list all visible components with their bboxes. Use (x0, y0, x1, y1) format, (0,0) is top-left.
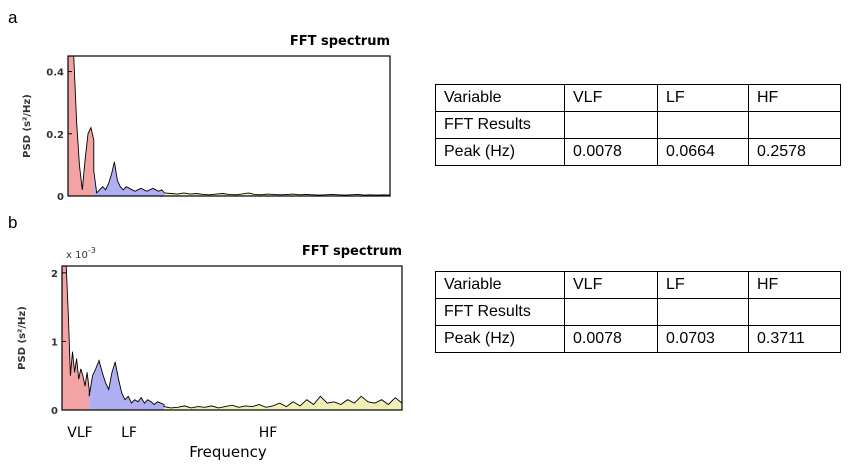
header-cell: VLF (564, 84, 658, 112)
table-cell (657, 111, 749, 139)
table-cell: 0.0078 (564, 138, 658, 166)
chart-a-ylabel: PSD (s²/Hz) (22, 94, 33, 158)
chart-b-y-multiplier: x 10-3 (66, 246, 96, 261)
table-row: FFT Results (435, 298, 841, 326)
band-area-vlf (68, 56, 94, 196)
table-cell (657, 298, 749, 326)
table-cell (748, 111, 841, 139)
panel-a-letter: a (8, 8, 18, 27)
y-tick-label: 0.2 (46, 130, 64, 141)
spectrum-line (68, 55, 391, 196)
table-cell (564, 111, 658, 139)
table-cell: 0.0664 (657, 138, 749, 166)
header-cell: HF (748, 271, 841, 299)
chart-a-yticks: 0 0.2 0.4 (46, 68, 72, 203)
chart-b: FFT spectrum x 10-3 PSD (s²/Hz) 012 VLF … (17, 244, 403, 461)
chart-a-title: FFT spectrum (290, 34, 390, 49)
y-tick-label: 2 (51, 269, 58, 280)
chart-b-y-exponent: -3 (88, 246, 96, 255)
table-cell: FFT Results (435, 111, 565, 139)
chart-b-title: FFT spectrum (302, 244, 402, 259)
table-cell: Peak (Hz) (435, 325, 565, 353)
table-cell: 0.0703 (657, 325, 749, 353)
band-area-lf (89, 360, 164, 410)
header-cell: LF (657, 84, 749, 112)
results-table-b: Variable VLF LF HF FFT Results Peak (Hz)… (435, 271, 841, 353)
table-row: Peak (Hz) 0.0078 0.0703 0.3711 (435, 325, 841, 353)
table-cell: Peak (Hz) (435, 138, 565, 166)
y-tick-label: 0 (57, 192, 64, 203)
chart-b-ylabel: PSD (s²/Hz) (17, 306, 28, 370)
chart-b-band-label-lf: LF (121, 425, 137, 441)
header-cell: Variable (435, 271, 565, 299)
band-area-vlf (62, 266, 90, 410)
chart-b-plot-area (62, 265, 403, 410)
header-cell: Variable (435, 84, 565, 112)
table-header-row: Variable VLF LF HF (435, 271, 841, 299)
table-cell: 0.2578 (748, 138, 841, 166)
results-table-a: Variable VLF LF HF FFT Results Peak (Hz)… (435, 84, 841, 166)
chart-b-band-label-hf: HF (259, 425, 278, 441)
chart-b-yticks: 0 1 2 (51, 269, 66, 417)
band-area-lf (93, 161, 165, 196)
y-tick-label: 0.4 (46, 68, 64, 79)
table-cell: 0.3711 (748, 325, 841, 353)
header-cell: LF (657, 271, 749, 299)
header-cell: HF (748, 84, 841, 112)
band-area-hf (164, 396, 402, 410)
y-tick-label: 1 (51, 337, 58, 348)
table-cell: 0.0078 (564, 325, 658, 353)
chart-b-xlabel: Frequency (189, 443, 267, 461)
chart-a-plot-area (68, 55, 391, 196)
chart-b-frame (61, 265, 403, 411)
table-cell: FFT Results (435, 298, 565, 326)
panel-b-letter: b (8, 213, 18, 232)
chart-b-band-label-vlf: VLF (67, 425, 92, 441)
chart-b-y-multiplier-base: x 10 (66, 250, 88, 261)
table-cell (564, 298, 658, 326)
table-row: FFT Results (435, 111, 841, 139)
table-header-row: Variable VLF LF HF (435, 84, 841, 112)
table-row: Peak (Hz) 0.0078 0.0664 0.2578 (435, 138, 841, 166)
spectrum-line (62, 265, 403, 409)
chart-a: FFT spectrum PSD (s²/Hz) 0 0.2 0.4 (22, 34, 391, 203)
table-cell (748, 298, 841, 326)
header-cell: VLF (564, 271, 658, 299)
y-tick-label: 0 (51, 406, 58, 417)
chart-a-frame (67, 55, 391, 197)
